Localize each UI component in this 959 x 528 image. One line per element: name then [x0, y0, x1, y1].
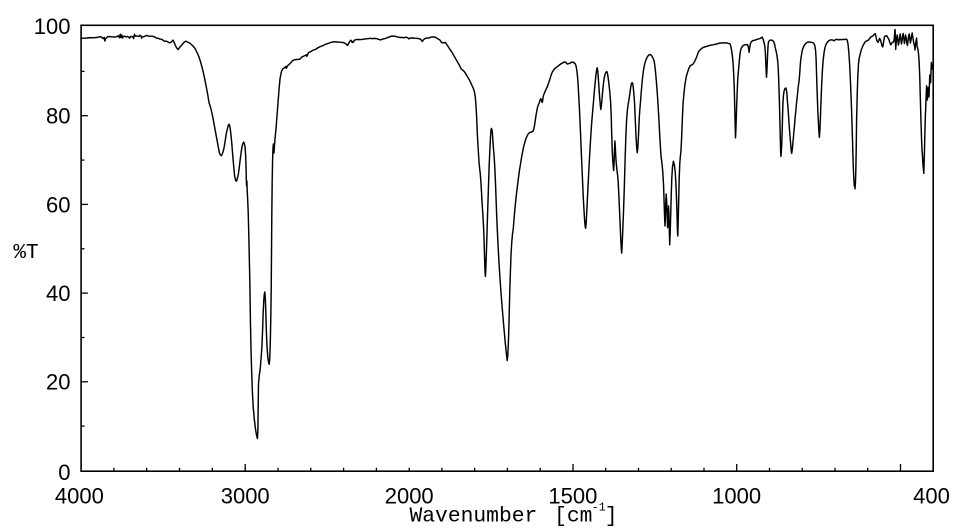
svg-text:100: 100 — [34, 14, 71, 39]
svg-text:20: 20 — [46, 370, 70, 395]
svg-text:4000: 4000 — [55, 484, 104, 509]
svg-text:-1: -1 — [592, 502, 606, 515]
svg-text:60: 60 — [46, 193, 70, 218]
svg-text:2000: 2000 — [385, 484, 434, 509]
svg-text:%T: %T — [13, 242, 38, 265]
svg-text:]: ] — [605, 505, 618, 528]
svg-text:Wavenumber: Wavenumber — [410, 505, 538, 528]
svg-text:80: 80 — [46, 104, 70, 129]
svg-text:3000: 3000 — [221, 484, 270, 509]
svg-text:40: 40 — [46, 281, 70, 306]
svg-text:1500: 1500 — [548, 484, 597, 509]
svg-text:[cm: [cm — [554, 505, 592, 528]
svg-text:0: 0 — [58, 460, 70, 485]
svg-text:1000: 1000 — [712, 484, 761, 509]
svg-text:400: 400 — [913, 484, 950, 509]
